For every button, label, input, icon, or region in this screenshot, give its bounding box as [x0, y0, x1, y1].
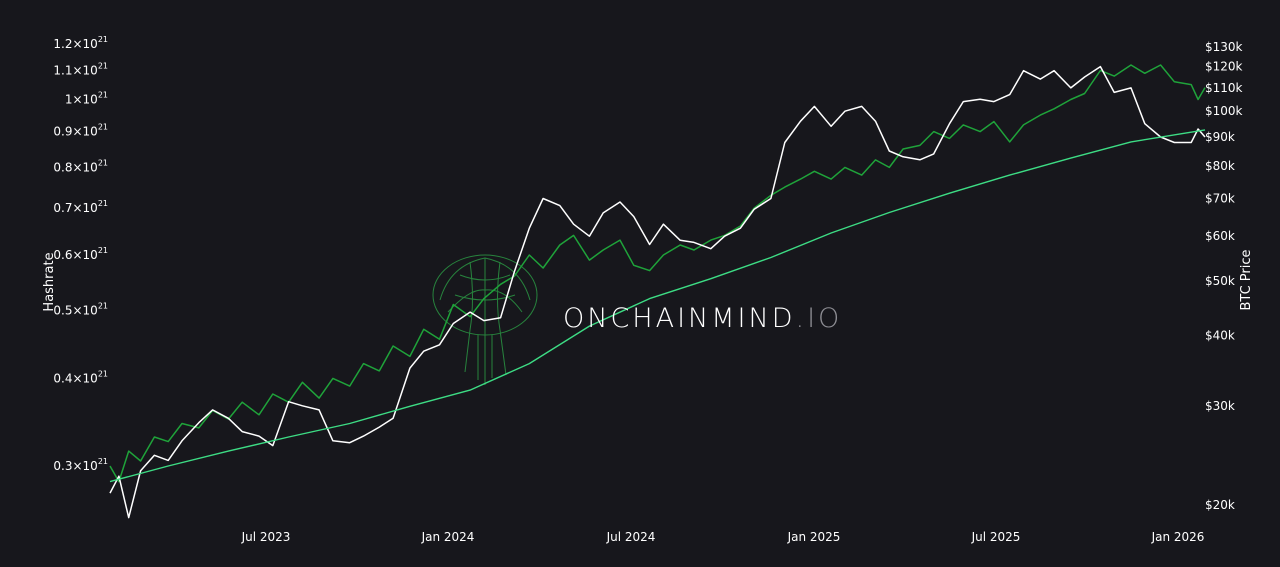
left-tick-label: 0.8×1021: [53, 158, 108, 174]
right-tick-label: $130k: [1205, 40, 1243, 54]
left-tick-mantissa: 1×10: [65, 93, 98, 107]
right-tick-label: $80k: [1205, 159, 1235, 173]
left-tick-mantissa: 0.4×10: [53, 371, 97, 385]
right-tick-label: $120k: [1205, 60, 1243, 74]
left-tick-exponent: 21: [98, 199, 108, 208]
left-tick-mantissa: 1.2×10: [53, 37, 97, 51]
right-tick-label: $60k: [1205, 229, 1235, 243]
left-tick-exponent: 21: [98, 123, 108, 132]
left-tick-label: 0.9×1021: [53, 123, 108, 139]
left-tick-mantissa: 0.9×10: [53, 125, 97, 139]
left-tick-mantissa: 0.3×10: [53, 459, 97, 473]
x-tick-label: Jul 2025: [971, 530, 1021, 544]
right-tick-label: $70k: [1205, 191, 1235, 205]
left-tick-label: 0.3×1021: [53, 457, 108, 473]
x-axis: Jul 2023 Jan 2024 Jul 2024 Jan 2025 Jul 2025…: [241, 530, 1205, 544]
x-tick-label: Jan 2026: [1151, 530, 1205, 544]
right-axis: $130k $120k $110k $100k $90k $80k $70k $60k $50k…: [1205, 40, 1243, 512]
left-tick-mantissa: 0.8×10: [53, 160, 97, 174]
x-tick-label: Jul 2023: [241, 530, 291, 544]
left-tick-label: 1×1021: [65, 91, 108, 107]
right-tick-label: $50k: [1205, 274, 1235, 288]
right-tick-label: $110k: [1205, 81, 1243, 95]
left-tick-exponent: 21: [98, 35, 108, 44]
right-tick-label: $100k: [1205, 104, 1243, 118]
btc-price-line: [109, 65, 1206, 519]
hashrate-trend-line: [109, 129, 1206, 483]
right-tick-label: $90k: [1205, 130, 1235, 144]
left-tick-exponent: 21: [98, 457, 108, 466]
left-tick-mantissa: 0.5×10: [53, 304, 97, 318]
left-tick-exponent: 21: [98, 369, 108, 378]
right-axis-title: BTC Price: [1239, 249, 1254, 310]
left-tick-label: 1.1×1021: [53, 61, 108, 77]
x-tick-label: Jul 2024: [606, 530, 656, 544]
watermark-suffix: .IO: [795, 303, 842, 334]
x-tick-label: Jan 2025: [787, 530, 841, 544]
brain-logo-icon: [432, 254, 538, 385]
left-tick-exponent: 21: [98, 158, 108, 167]
left-tick-exponent: 21: [98, 302, 108, 311]
right-tick-label: $40k: [1205, 328, 1235, 342]
left-tick-label: 0.6×1021: [53, 246, 108, 262]
series-layer: [109, 64, 1206, 519]
watermark-text: ONCHAINMIND.IO: [563, 303, 842, 334]
left-tick-label: 0.7×1021: [53, 199, 108, 215]
left-tick-exponent: 21: [98, 246, 108, 255]
left-axis-title: Hashrate: [42, 252, 57, 311]
left-tick-mantissa: 1.1×10: [53, 63, 97, 77]
x-tick-label: Jan 2024: [421, 530, 475, 544]
left-tick-label: 0.4×1021: [53, 369, 108, 385]
hashrate-line: [109, 64, 1206, 483]
left-tick-label: 1.2×1021: [53, 35, 108, 51]
left-tick-exponent: 21: [98, 91, 108, 100]
left-tick-exponent: 21: [98, 61, 108, 70]
right-tick-label: $20k: [1205, 498, 1235, 512]
left-tick-label: 0.5×1021: [53, 302, 108, 318]
watermark-main: ONCHAINMIND: [563, 303, 795, 334]
left-axis: 1.2×10211.1×10211×10210.9×10210.8×10210.…: [53, 35, 108, 473]
left-tick-mantissa: 0.6×10: [53, 248, 97, 262]
right-tick-label: $30k: [1205, 399, 1235, 413]
left-tick-mantissa: 0.7×10: [53, 201, 97, 215]
